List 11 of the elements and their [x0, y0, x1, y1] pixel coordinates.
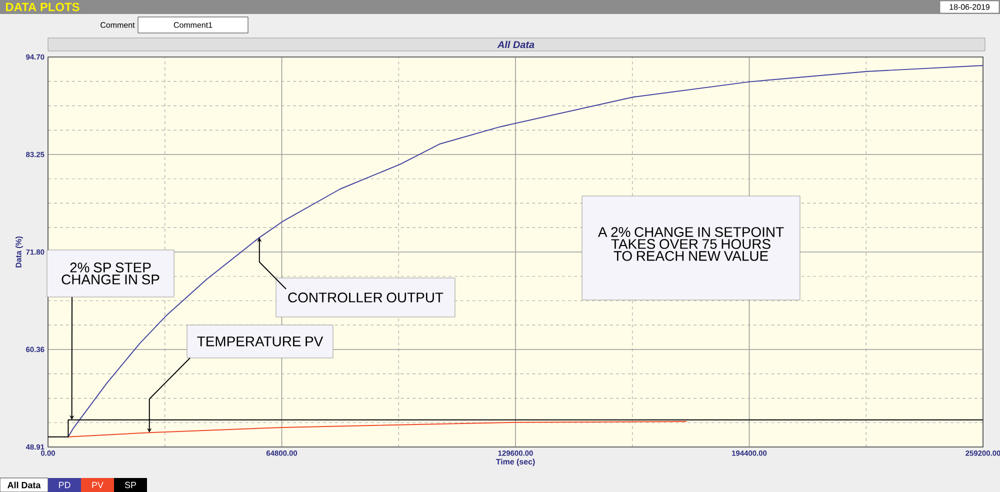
- chart-title: All Data: [497, 40, 534, 48]
- text: All Data: [8, 482, 41, 488]
- annotation: A 2% CHANGE IN SETPOINT TAKES OVER 75 HOURS TO REACH NEW VALUE: [598, 227, 784, 261]
- text: PD: [59, 482, 70, 488]
- text: DATA PLOTS: [6, 2, 80, 12]
- annotation: CONTROLLER OUTPUT: [288, 292, 444, 302]
- annotation: 2% SP STEP CHANGE IN SP: [62, 262, 160, 284]
- annotation: TEMPERATURE PV: [197, 336, 324, 346]
- text: PV: [92, 482, 104, 488]
- text: SP: [124, 482, 136, 488]
- line-series: [68, 421, 687, 438]
